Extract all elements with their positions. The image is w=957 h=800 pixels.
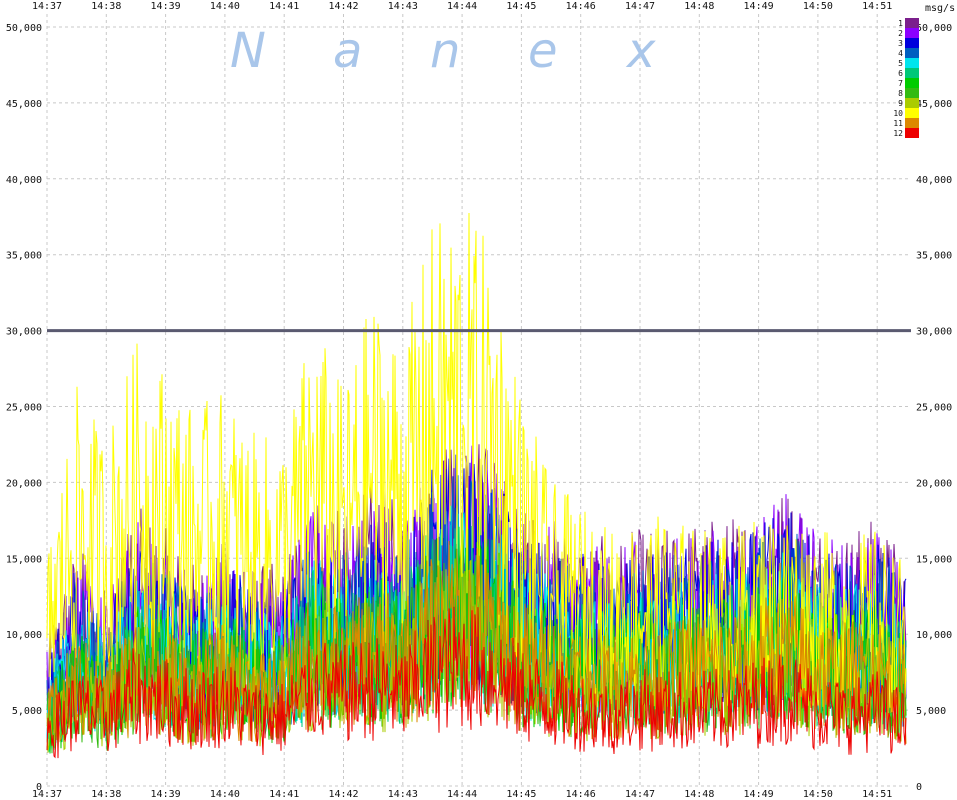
- legend-label-1: 1: [898, 19, 903, 28]
- y-tick-label-right: 20,000: [916, 478, 952, 489]
- x-tick-label-bottom: 14:42: [328, 789, 358, 800]
- y-tick-label-left: 40,000: [6, 175, 42, 186]
- y-tick-label-left: 0: [36, 782, 42, 793]
- y-tick-label-left: 25,000: [6, 403, 42, 414]
- legend-label-11: 11: [893, 119, 903, 128]
- legend-label-7: 7: [898, 79, 903, 88]
- legend-label-12: 12: [893, 129, 903, 138]
- x-tick-label-bottom: 14:49: [744, 789, 774, 800]
- legend-swatch-3: [905, 38, 919, 48]
- legend-swatch-7: [905, 78, 919, 88]
- y-tick-label-right: 30,000: [916, 327, 952, 338]
- legend-swatch-8: [905, 88, 919, 98]
- legend-swatch-11: [905, 118, 919, 128]
- x-tick-label-bottom: 14:41: [269, 789, 299, 800]
- y-tick-label-left: 15,000: [6, 554, 42, 565]
- legend-swatch-10: [905, 108, 919, 118]
- legend-swatch-6: [905, 68, 919, 78]
- x-tick-label-bottom: 14:39: [151, 789, 181, 800]
- x-tick-label-bottom: 14:44: [447, 789, 477, 800]
- x-tick-label-bottom: 14:48: [684, 789, 714, 800]
- y-tick-label-right: 0: [916, 782, 922, 793]
- y-tick-label-right: 5,000: [916, 706, 946, 717]
- x-tick-label-top: 14:50: [803, 1, 833, 12]
- legend-label-4: 4: [898, 49, 903, 58]
- x-tick-label-bottom: 14:46: [566, 789, 596, 800]
- x-tick-label-top: 14:45: [506, 1, 536, 12]
- x-tick-label-top: 14:46: [566, 1, 596, 12]
- y-tick-label-right: 25,000: [916, 403, 952, 414]
- x-tick-label-bottom: 14:40: [210, 789, 240, 800]
- legend-label-8: 8: [898, 89, 903, 98]
- legend-swatch-9: [905, 98, 919, 108]
- y-tick-label-right: 10,000: [916, 630, 952, 641]
- x-tick-label-top: 14:44: [447, 1, 477, 12]
- x-tick-label-bottom: 14:51: [862, 789, 892, 800]
- x-tick-label-top: 14:49: [744, 1, 774, 12]
- legend-swatch-5: [905, 58, 919, 68]
- x-tick-label-top: 14:37: [32, 1, 62, 12]
- y-tick-label-right: 40,000: [916, 175, 952, 186]
- x-tick-label-bottom: 14:50: [803, 789, 833, 800]
- x-tick-label-top: 14:51: [862, 1, 892, 12]
- y-tick-label-left: 30,000: [6, 327, 42, 338]
- x-tick-labels-top: 14:37 14:38 14:39 14:40 14:41 14:42 14:43 14:44…: [32, 1, 892, 12]
- x-tick-label-top: 14:48: [684, 1, 714, 12]
- unit-label: msg/s: [925, 3, 955, 14]
- x-tick-label-top: 14:38: [91, 1, 121, 12]
- y-tick-labels-right: 0 5,000 10,000 15,000 20,000 25,000 30,000 35,0…: [916, 23, 952, 793]
- series-lines: [46, 212, 907, 759]
- legend-label-10: 10: [893, 109, 903, 118]
- watermark-letter: e: [528, 23, 558, 79]
- legend-swatch-1: [905, 18, 919, 28]
- y-tick-label-right: 45,000: [916, 99, 952, 110]
- legend-swatch-4: [905, 48, 919, 58]
- legend-label-5: 5: [898, 59, 903, 68]
- x-tick-label-bottom: 14:43: [388, 789, 418, 800]
- y-tick-label-left: 5,000: [12, 706, 42, 717]
- y-tick-label-left: 35,000: [6, 251, 42, 262]
- y-tick-label-left: 10,000: [6, 630, 42, 641]
- x-tick-label-top: 14:42: [328, 1, 358, 12]
- y-tick-label-left: 50,000: [6, 23, 42, 34]
- watermark-letter: n: [430, 23, 460, 79]
- legend-label-9: 9: [898, 99, 903, 108]
- legend-swatch-2: [905, 28, 919, 38]
- x-tick-label-top: 14:43: [388, 1, 418, 12]
- x-tick-label-top: 14:40: [210, 1, 240, 12]
- x-tick-label-top: 14:47: [625, 1, 655, 12]
- x-tick-label-bottom: 14:37: [32, 789, 62, 800]
- y-tick-label-left: 45,000: [6, 99, 42, 110]
- x-tick-labels-bottom: 14:37 14:38 14:39 14:40 14:41 14:42 14:43 14:44…: [32, 789, 892, 800]
- x-tick-label-top: 14:39: [151, 1, 181, 12]
- watermark-letter: a: [333, 23, 362, 79]
- series-line-11: [46, 540, 907, 744]
- y-tick-label-right: 15,000: [916, 554, 952, 565]
- y-tick-label-left: 20,000: [6, 478, 42, 489]
- legend-swatch-12: [905, 128, 919, 138]
- x-tick-label-bottom: 14:45: [506, 789, 536, 800]
- x-tick-label-bottom: 14:47: [625, 789, 655, 800]
- series-line-12: [46, 606, 907, 759]
- x-tick-label-top: 14:41: [269, 1, 299, 12]
- y-tick-label-right: 50,000: [916, 23, 952, 34]
- legend-label-2: 2: [898, 29, 903, 38]
- y-tick-label-right: 35,000: [916, 251, 952, 262]
- watermark-letter: N: [230, 23, 266, 79]
- watermark-letter: x: [625, 23, 656, 79]
- legend-label-3: 3: [898, 39, 903, 48]
- y-tick-labels-left: 0 5,000 10,000 15,000 20,000 25,000 30,000 35,0…: [6, 23, 42, 793]
- legend-label-6: 6: [898, 69, 903, 78]
- x-tick-label-bottom: 14:38: [91, 789, 121, 800]
